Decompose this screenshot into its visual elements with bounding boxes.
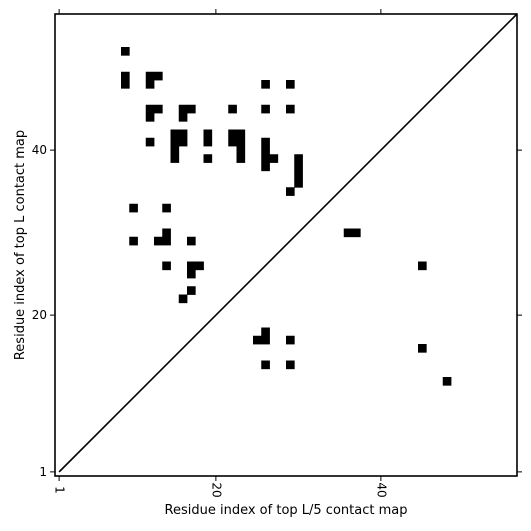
contact-point <box>261 327 270 337</box>
contact-point <box>261 137 270 147</box>
contact-point <box>286 187 295 196</box>
contact-point <box>145 80 155 89</box>
contact-point <box>203 137 213 147</box>
contact-point <box>343 228 353 238</box>
contact-point <box>261 80 270 89</box>
contact-point <box>178 104 188 114</box>
contact-point <box>352 228 361 238</box>
contact-point <box>286 80 295 89</box>
contact-point <box>418 344 427 353</box>
x-axis-label: Residue index of top L/5 contact map <box>165 503 408 518</box>
contact-point <box>187 104 196 114</box>
contact-point <box>162 236 171 246</box>
contact-point <box>261 360 270 370</box>
contact-point <box>170 129 180 139</box>
contact-point <box>178 113 188 122</box>
contact-point <box>129 236 138 246</box>
contact-point <box>236 154 246 163</box>
y-tick-label: 1 <box>39 465 47 479</box>
contact-point <box>418 261 427 271</box>
contact-point <box>162 228 171 238</box>
diagonal-line <box>58 13 518 473</box>
contact-point <box>228 104 237 114</box>
contact-point <box>187 236 196 246</box>
contact-point <box>203 129 213 139</box>
contact-point <box>187 286 196 295</box>
contact-point <box>286 360 295 370</box>
contact-point <box>129 203 138 213</box>
contact-point <box>236 146 246 155</box>
contact-point <box>286 335 295 345</box>
contact-point <box>145 113 155 122</box>
contact-point <box>121 71 130 81</box>
x-tick-label: 1 <box>53 486 67 494</box>
contact-point <box>187 261 196 271</box>
contact-point <box>145 137 155 147</box>
contact-point <box>261 104 270 114</box>
contact-point <box>286 104 295 114</box>
contact-point <box>261 154 270 163</box>
plot-frame <box>54 13 518 477</box>
contact-point <box>236 137 246 147</box>
y-tick-label: 20 <box>32 308 47 322</box>
x-tick-label: 40 <box>374 482 388 497</box>
contact-point <box>170 154 180 163</box>
contact-point <box>261 335 270 345</box>
axis-ticks: 1 20 40 1 20 40 <box>32 9 522 498</box>
contact-point <box>269 154 279 163</box>
contact-point <box>253 335 262 345</box>
contact-point <box>442 377 452 386</box>
contact-point <box>187 269 196 279</box>
x-tick-label: 20 <box>209 482 223 497</box>
contact-point <box>195 261 204 271</box>
contact-point <box>121 47 130 56</box>
y-axis-label: Residue index of top L contact map <box>13 130 28 360</box>
y-tick-label: 40 <box>32 143 47 157</box>
contact-point <box>162 203 171 213</box>
contact-point <box>178 129 188 139</box>
contact-point <box>261 146 270 155</box>
contact-point <box>170 137 180 147</box>
contact-point <box>178 137 188 147</box>
contact-point <box>178 294 188 304</box>
contact-point <box>203 154 213 163</box>
contact-point <box>145 71 155 81</box>
contact-point <box>162 261 171 271</box>
contact-point <box>236 129 246 139</box>
contact-point <box>121 80 130 89</box>
contact-point <box>294 170 303 180</box>
contact-point <box>228 129 237 139</box>
contact-point <box>294 179 303 188</box>
contact-point <box>154 104 163 114</box>
contact-point <box>228 137 237 147</box>
contact-point <box>170 146 180 155</box>
contact-point <box>154 236 163 246</box>
contact-points <box>121 47 452 386</box>
contact-point <box>261 162 270 172</box>
contact-point <box>294 162 303 172</box>
contact-point <box>145 104 155 114</box>
contact-point <box>154 71 163 81</box>
contact-point <box>294 154 303 163</box>
